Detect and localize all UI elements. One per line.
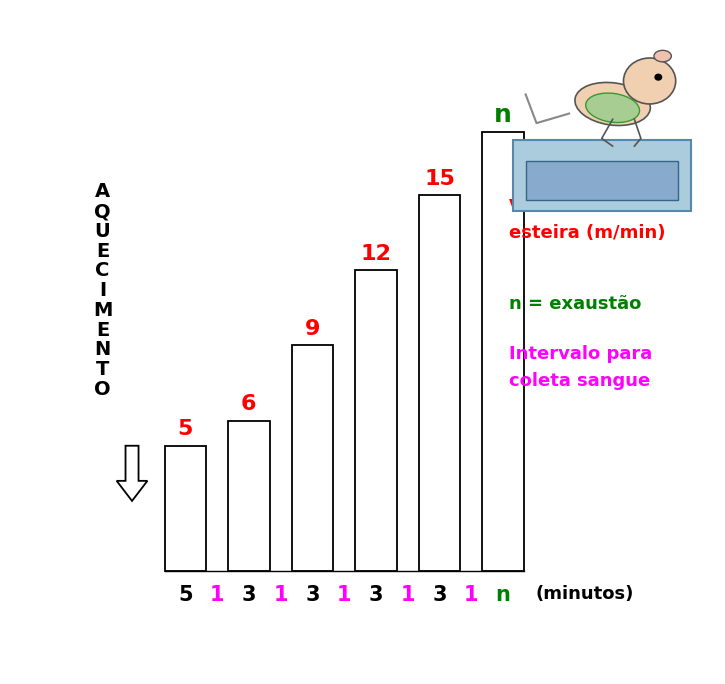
Polygon shape bbox=[117, 446, 147, 501]
FancyBboxPatch shape bbox=[526, 161, 678, 200]
Text: 3: 3 bbox=[241, 585, 256, 605]
Bar bbox=[228, 421, 270, 571]
Text: (minutos): (minutos) bbox=[536, 585, 634, 603]
Circle shape bbox=[655, 75, 661, 80]
Text: 1: 1 bbox=[400, 585, 415, 605]
Text: 5: 5 bbox=[178, 419, 193, 440]
Ellipse shape bbox=[575, 82, 650, 126]
Text: 1: 1 bbox=[210, 585, 224, 605]
Ellipse shape bbox=[654, 51, 671, 62]
Text: 1: 1 bbox=[464, 585, 478, 605]
Text: 3: 3 bbox=[432, 585, 447, 605]
Text: 12: 12 bbox=[360, 244, 392, 264]
Bar bbox=[419, 195, 460, 571]
Text: 6: 6 bbox=[241, 395, 257, 415]
Text: 15: 15 bbox=[424, 169, 455, 189]
Text: 9: 9 bbox=[304, 319, 320, 339]
Text: A
Q
U
E
C
I
M
E
N
T
O: A Q U E C I M E N T O bbox=[93, 183, 112, 399]
Bar bbox=[355, 270, 397, 571]
Text: 5: 5 bbox=[178, 585, 193, 605]
Text: Velocidade
esteira (m/min): Velocidade esteira (m/min) bbox=[509, 198, 666, 242]
Ellipse shape bbox=[586, 93, 639, 122]
Circle shape bbox=[624, 58, 676, 104]
FancyBboxPatch shape bbox=[513, 140, 691, 211]
Text: 1: 1 bbox=[337, 585, 352, 605]
Bar bbox=[482, 132, 524, 571]
Bar bbox=[165, 446, 206, 571]
Text: 1: 1 bbox=[273, 585, 288, 605]
Text: 3: 3 bbox=[305, 585, 320, 605]
Text: n: n bbox=[496, 585, 510, 605]
Text: Intervalo para
coleta sangue: Intervalo para coleta sangue bbox=[509, 345, 652, 390]
Bar bbox=[291, 345, 333, 571]
Text: n = exaustão: n = exaustão bbox=[509, 295, 642, 313]
Text: n: n bbox=[494, 103, 512, 127]
Text: 3: 3 bbox=[369, 585, 384, 605]
